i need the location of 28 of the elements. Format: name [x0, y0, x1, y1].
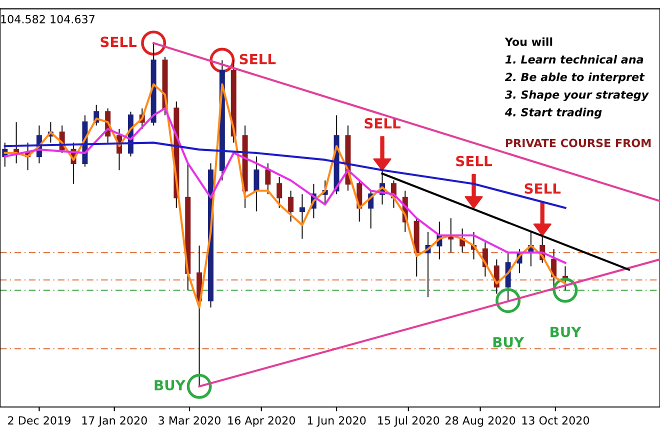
x-tick-label: 1 Jun 2020 [308, 416, 366, 427]
annotation: BUY [493, 337, 524, 348]
annotation: SELL [240, 54, 276, 64]
x-tick-label: 17 Jan 2020 [82, 416, 147, 427]
x-tick-label: 16 Apr 2020 [228, 416, 295, 427]
annotation: 1. Learn technical ana [505, 55, 644, 64]
x-tick-label: 15 Jul 2020 [378, 416, 440, 427]
x-tick-label: 28 Aug 2020 [446, 416, 516, 427]
chart-title: 104.582 104.637 [1, 14, 94, 24]
annotation: SELL [364, 118, 400, 129]
annotation: 2. Be able to interpret [504, 72, 645, 84]
annotation: SELL [456, 156, 492, 166]
candlestick [265, 162, 271, 195]
x-tick-label: 3 Mar 2020 [158, 416, 220, 425]
annotation: PRIVATE COURSE FROM [506, 138, 651, 148]
candlestick [254, 156, 260, 212]
annotation: SELL [524, 183, 561, 194]
annotation: BUY [154, 380, 186, 390]
annotation: 4. Start trading [504, 108, 602, 119]
annotation: BUY [550, 326, 582, 338]
annotation: SELL [100, 36, 137, 48]
candlestick [299, 194, 305, 240]
annotation: You will [504, 37, 552, 46]
annotation: 3. Shape your strategy [504, 90, 649, 102]
candlestick [288, 190, 294, 222]
x-tick-label: 13 Oct 2020 [522, 416, 590, 425]
candlestick [276, 176, 282, 208]
x-tick-label: 2 Dec 2019 [8, 416, 70, 425]
